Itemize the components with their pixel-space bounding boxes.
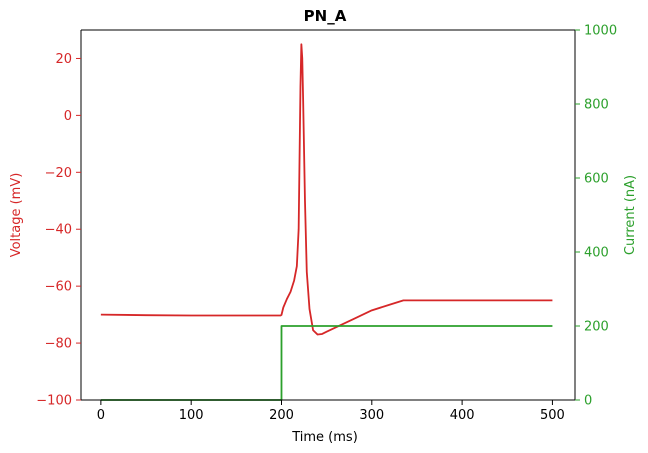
chart-title: PN_A [304,7,347,25]
series-line-voltage [100,43,553,336]
y-right-tick-label: 200 [584,320,609,335]
axis-ticks: 0 100 200 300 400 500−100−80−60−40−2002002004… [36,24,617,424]
series-line-current [100,325,553,401]
y-left-tick-label: −60 [45,280,72,295]
x-tick-label: 300 [359,408,384,423]
x-tick-label: 0 [97,408,105,423]
y-right-tick-label: 400 [584,246,609,261]
y-right-tick-label: 1000 [584,24,617,39]
x-axis-label: Time (ms) [291,430,358,445]
y-left-tick-label: 20 [55,52,72,67]
y-axis-left-label: Voltage (mV) [9,173,24,258]
y-right-tick-label: 600 [584,172,609,187]
axes-frame [80,29,576,401]
plot-area [100,43,553,401]
x-tick-label: 400 [450,408,475,423]
y-left-tick-label: −100 [36,394,72,409]
x-tick-label: 100 [179,408,204,423]
x-tick-label: 200 [269,408,294,423]
y-left-tick-label: −20 [45,166,72,181]
y-left-tick-label: 0 [64,109,72,124]
y-axis-right-label: Current (nA) [623,175,638,255]
x-tick-label: 500 [540,408,565,423]
y-left-tick-label: −40 [45,223,72,238]
y-right-tick-label: 0 [584,394,592,409]
y-right-tick-label: 800 [584,98,609,113]
y-left-tick-label: −80 [45,337,72,352]
